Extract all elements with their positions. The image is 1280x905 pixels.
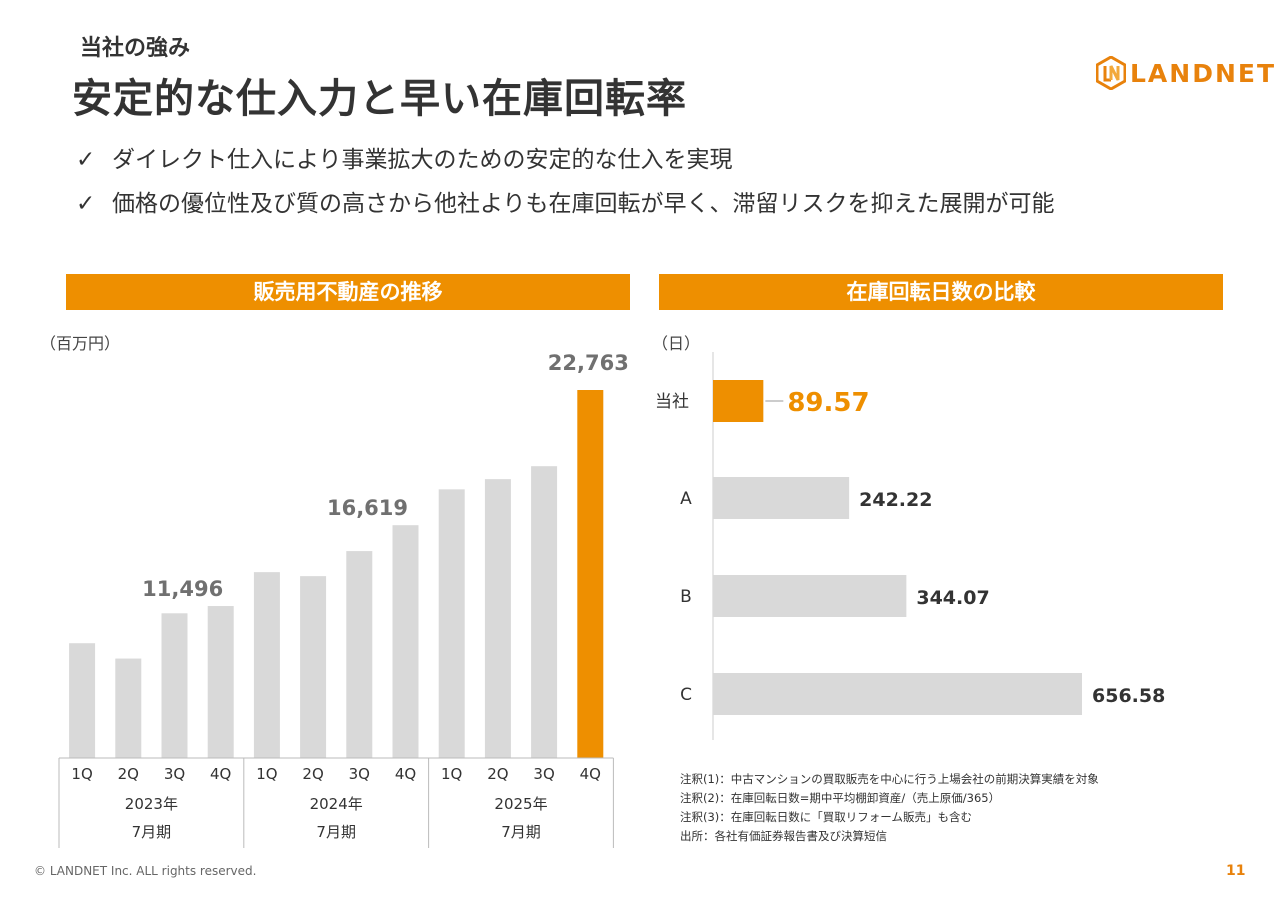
bullet-item: ✓ 価格の優位性及び質の高さから他社よりも在庫回転が早く、滞留リスクを抑えた展開が… [76,184,1055,218]
x-tick-label: 1Q [256,765,277,783]
y-tick-label: 当社 [655,392,689,412]
footnotes: 注釈(1)：中古マンションの買取販売を中心に行う上場会社の前期決算実績を対象 注… [680,770,1099,846]
slide-title: 安定的な仕入力と早い在庫回転率 [72,76,687,122]
logo-mark-icon [1096,56,1126,90]
footnote: 出所：各社有価証券報告書及び決算短信 [680,829,887,843]
bullet-item: ✓ ダイレクト仕入により事業拡大のための安定的な仕入を実現 [76,140,733,174]
x-tick-label: 2Q [302,765,323,783]
chart-title-inventory: 販売用不動産の推移 [66,274,630,310]
x-tick-label: 3Q [164,765,185,783]
page-number: 11 [1226,863,1246,879]
group-year-label: 2023年 [125,795,178,813]
group-period-label: 7月期 [132,823,172,841]
bullet-text: ダイレクト仕入により事業拡大のための安定的な仕入を実現 [112,147,733,173]
landnet-logo: LANDNET [1096,56,1274,92]
footnote: 注釈(2)：在庫回転日数=期中平均棚卸資産/（売上原価/365） [680,791,1001,805]
x-tick-label: 1Q [71,765,92,783]
slide-subtitle: 当社の強み [80,36,191,61]
bar [438,489,465,758]
bar [713,380,764,422]
data-label: 242.22 [859,489,932,511]
group-year-label: 2025年 [494,795,547,813]
bar [115,658,142,758]
group-year-label: 2024年 [310,795,363,813]
turnover-bar-chart: 当社 89.57 A 242.22 B 344.07 C 656.58 [655,352,1165,740]
data-label: 656.58 [1092,685,1165,707]
bar [531,466,558,758]
data-label: 89.57 [787,388,869,418]
data-label: 344.07 [916,587,989,609]
bar [577,390,604,758]
x-tick-label: 2Q [118,765,139,783]
inventory-bar-chart: 11,496 16,619 22,763 1Q 2Q 3Q 4Q 1Q 2Q 3Q 4Q 1Q 2Q 3Q… [58,351,629,848]
bar [392,525,419,758]
chart-title-turnover: 在庫回転日数の比較 [659,274,1223,310]
y-tick-label: B [680,587,692,607]
bar [300,576,327,758]
logo-text: LANDNET [1130,59,1277,88]
bar [161,613,188,758]
x-tick-label: 1Q [441,765,462,783]
data-label: 22,763 [548,351,629,375]
data-label: 11,496 [142,577,223,601]
bar [713,673,1082,715]
copyright: © LANDNET Inc. ALL rights reserved. [34,864,257,878]
bar [713,477,850,519]
x-tick-label: 3Q [533,765,554,783]
footnote: 注釈(1)：中古マンションの買取販売を中心に行う上場会社の前期決算実績を対象 [680,772,1099,786]
data-label: 16,619 [327,496,408,520]
x-tick-label: 2Q [487,765,508,783]
bar [69,643,96,758]
x-tick-label: 4Q [210,765,231,783]
bar [253,572,280,758]
x-tick-label: 4Q [395,765,416,783]
footnote: 注釈(3)：在庫回転日数に「買取リフォーム販売」も含む [680,810,972,824]
group-period-label: 7月期 [501,823,541,841]
y-tick-label: A [680,489,692,509]
bar [713,575,907,617]
unit-label-left: （百万円） [40,334,121,353]
check-icon: ✓ [76,191,96,217]
x-tick-label: 4Q [580,765,601,783]
bar [346,551,373,758]
bullet-text: 価格の優位性及び質の高さから他社よりも在庫回転が早く、滞留リスクを抑えた展開が可… [112,191,1055,217]
y-tick-label: C [680,685,692,705]
bar [484,479,511,758]
bar [207,606,234,758]
x-tick-label: 3Q [349,765,370,783]
check-icon: ✓ [76,147,96,173]
unit-label-right: （日） [652,334,701,353]
group-period-label: 7月期 [316,823,356,841]
